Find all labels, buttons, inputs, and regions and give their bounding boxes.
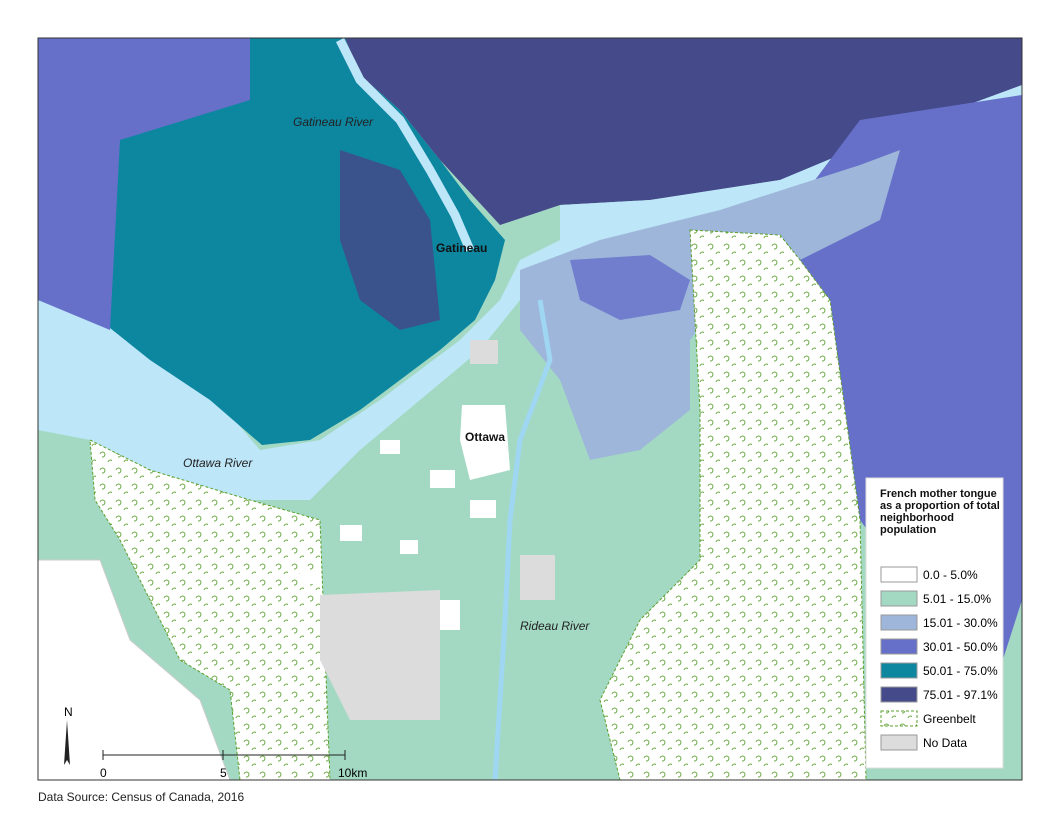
- scale-label: 5: [220, 766, 227, 780]
- zone-0-5: [38, 559, 231, 780]
- legend-label: 5.01 - 15.0%: [923, 592, 991, 606]
- legend-label: 75.01 - 97.1%: [923, 688, 998, 702]
- zone-0-5: [460, 405, 510, 480]
- legend-label: 0.0 - 5.0%: [923, 568, 978, 582]
- legend-label: Greenbelt: [923, 712, 976, 726]
- zone-0-5: [300, 440, 496, 630]
- no-data: [520, 555, 555, 600]
- zone-30-50: [38, 38, 250, 330]
- no-data: [320, 590, 440, 720]
- scale-label: 10km: [338, 766, 367, 780]
- legend: 0.0 - 5.0% 5.01 - 15.0% 15.01 - 30.0% 30…: [865, 477, 1004, 769]
- place-label: Ottawa River: [183, 456, 253, 470]
- place-label: Gatineau River: [293, 115, 374, 129]
- data-source: Data Source: Census of Canada, 2016: [38, 790, 245, 804]
- place-label: Ottawa: [465, 430, 505, 444]
- greenbelt: [599, 229, 867, 780]
- north-label: N: [64, 705, 73, 719]
- zone-75-97: [345, 38, 1022, 225]
- legend-label: 50.01 - 75.0%: [923, 664, 998, 678]
- place-label: Rideau River: [520, 619, 590, 633]
- zone-30-50: [570, 255, 690, 320]
- scale-bar: 0 5 10km: [100, 750, 367, 780]
- place-label: Gatineau: [436, 241, 487, 255]
- zone-75-97: [340, 150, 440, 330]
- scale-label: 0: [100, 766, 107, 780]
- gatineau-river: [335, 38, 475, 252]
- zone-50-75: [38, 38, 505, 445]
- map-frame: [37, 37, 1023, 781]
- no-data: [470, 340, 498, 364]
- legend-title: French mother tongue as a proportion of …: [880, 488, 1000, 536]
- rideau-river: [492, 299, 553, 780]
- legend-label: No Data: [923, 736, 967, 750]
- legend-label: 30.01 - 50.0%: [923, 640, 998, 654]
- greenbelt: [89, 439, 331, 780]
- north-arrow: N: [64, 705, 73, 765]
- legend-label: 15.01 - 30.0%: [923, 616, 998, 630]
